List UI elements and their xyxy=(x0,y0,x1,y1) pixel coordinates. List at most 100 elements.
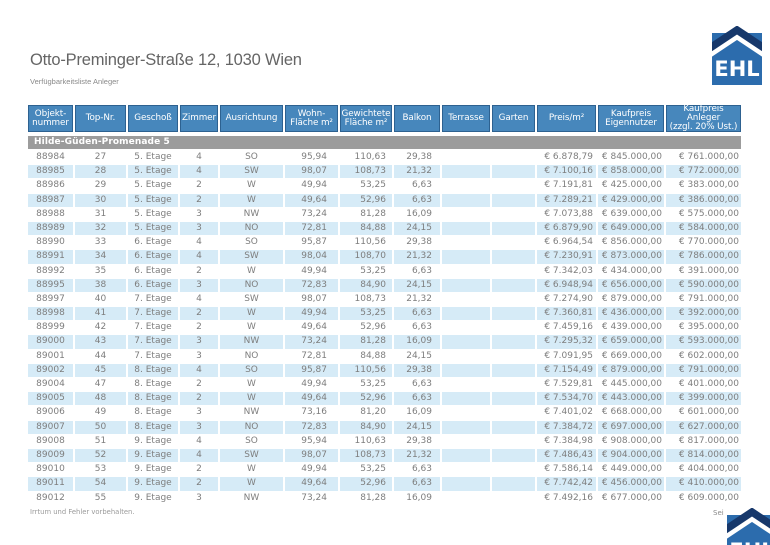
cell: 49 xyxy=(94,407,107,418)
table-row: 88999 42 7. Etage 2 W 49,64 52,96 6,63 € 7.459,1… xyxy=(28,321,741,334)
cell: 49,94 xyxy=(301,464,327,475)
cell: 41 xyxy=(75,307,126,321)
footer-disclaimer: Irrtum und Fehler vorbehalten. xyxy=(30,508,135,516)
cell: 44 xyxy=(94,350,107,361)
cell: 108,73 xyxy=(340,448,392,463)
cell: 53,25 xyxy=(360,265,386,276)
cell: € 659.000,00 xyxy=(598,335,664,349)
cell: € 7.073,88 xyxy=(544,208,593,219)
cell: 51 xyxy=(94,435,107,446)
cell: € 7.586,14 xyxy=(544,464,593,475)
cell xyxy=(492,193,535,207)
cell xyxy=(442,448,490,463)
cell: 53,25 xyxy=(360,379,386,389)
cell: € 772.000,00 xyxy=(666,165,741,179)
cell: 16,09 xyxy=(406,407,432,418)
cell: 6,63 xyxy=(411,322,432,333)
cell: 7. Etage xyxy=(128,335,178,349)
table-row: 89008 51 9. Etage 4 SO 95,94 110,63 29,38 € 7.38… xyxy=(28,435,741,448)
cell: 88989 xyxy=(28,221,73,236)
cell: € 791.000,00 xyxy=(678,293,739,304)
cell: 73,24 xyxy=(301,208,327,219)
cell: 4 xyxy=(196,152,202,162)
cell: 3 xyxy=(196,350,202,361)
cell: € 677.000,00 xyxy=(601,492,662,503)
cell: € 649.000,00 xyxy=(598,221,664,236)
cell: 81,28 xyxy=(360,492,386,503)
cell: 2 xyxy=(196,322,202,333)
cell: 45 xyxy=(75,363,126,377)
cell xyxy=(492,335,535,349)
cell: 7. Etage xyxy=(134,350,172,361)
column-header-3: Zimmer xyxy=(180,105,218,132)
cell: € 7.459,16 xyxy=(544,322,593,333)
cell: 9. Etage xyxy=(134,435,172,446)
cell: 95,94 xyxy=(301,152,327,162)
cell: 9. Etage xyxy=(134,464,172,475)
cell: W xyxy=(220,477,283,491)
cell: 8. Etage xyxy=(128,392,178,406)
table-row: 89007 50 8. Etage 3 NO 72,83 84,90 24,15 € 7.384… xyxy=(28,420,741,434)
cell: 53,25 xyxy=(340,307,392,321)
cell: 53,25 xyxy=(360,464,386,475)
cell: 7. Etage xyxy=(128,307,178,321)
cell: € 601.000,00 xyxy=(678,407,739,418)
cell: 88990 xyxy=(36,237,65,248)
cell: 24,15 xyxy=(406,350,432,361)
cell xyxy=(492,321,535,334)
cell: 52,96 xyxy=(340,392,392,406)
cell: W xyxy=(247,322,256,333)
cell: € 383.000,00 xyxy=(678,180,739,191)
cell: 42 xyxy=(94,322,107,333)
cell: 3 xyxy=(196,208,202,219)
cell: € 609.000,00 xyxy=(678,492,739,503)
cell: € 7.534,70 xyxy=(537,392,596,406)
cell: € 7.384,72 xyxy=(537,420,596,434)
table-row: 88997 40 7. Etage 4 SW 98,07 108,73 21,32 € 7.27… xyxy=(28,293,741,306)
cell: € 814.000,00 xyxy=(666,448,741,463)
cell: 89000 xyxy=(28,335,73,349)
cell: 54 xyxy=(75,477,126,491)
cell: 98,07 xyxy=(285,448,338,463)
cell xyxy=(492,221,535,236)
cell: 3 xyxy=(180,420,218,434)
cell: 49,94 xyxy=(285,307,338,321)
cell xyxy=(492,448,535,463)
cell: SO xyxy=(245,152,258,162)
cell: € 6.948,94 xyxy=(537,278,596,292)
cell: 4 xyxy=(196,293,202,304)
cell: € 7.486,43 xyxy=(537,448,596,463)
cell xyxy=(442,492,490,505)
cell: NO xyxy=(220,278,283,292)
cell xyxy=(492,350,535,363)
ehl-logo-text: EHL xyxy=(729,539,770,545)
cell: 4 xyxy=(180,250,218,264)
cell: 40 xyxy=(94,293,107,304)
cell xyxy=(492,151,535,164)
cell: 6. Etage xyxy=(134,265,172,276)
cell: € 399.000,00 xyxy=(666,392,741,406)
cell: € 817.000,00 xyxy=(678,435,739,446)
cell: 49,94 xyxy=(301,265,327,276)
cell xyxy=(442,335,490,349)
cell: 89006 xyxy=(36,407,65,418)
cell: NO xyxy=(220,420,283,434)
table-row: 89002 45 8. Etage 4 SO 95,87 110,56 29,38 € 7.15… xyxy=(28,363,741,377)
table-row: 89011 54 9. Etage 2 W 49,64 52,96 6,63 € 7.742,4… xyxy=(28,477,741,491)
table-row: 88988 31 5. Etage 3 NW 73,24 81,28 16,09 € 7.073… xyxy=(28,208,741,221)
cell: € 7.295,32 xyxy=(537,335,596,349)
cell: 4 xyxy=(180,363,218,377)
ehl-house-icon: EHL xyxy=(707,25,767,85)
cell: € 7.492,16 xyxy=(544,492,593,503)
cell: 34 xyxy=(75,250,126,264)
table-row: 89012 55 9. Etage 3 NW 73,24 81,28 16,09 € 7.492… xyxy=(28,492,741,505)
cell: 88992 xyxy=(36,265,65,276)
cell: € 786.000,00 xyxy=(666,250,741,264)
cell: 110,56 xyxy=(340,363,392,377)
cell xyxy=(492,278,535,292)
cell: 2 xyxy=(196,379,202,389)
cell: € 436.000,00 xyxy=(598,307,664,321)
cell: € 425.000,00 xyxy=(601,180,662,191)
cell xyxy=(492,208,535,221)
cell: € 7.091,95 xyxy=(544,350,593,361)
